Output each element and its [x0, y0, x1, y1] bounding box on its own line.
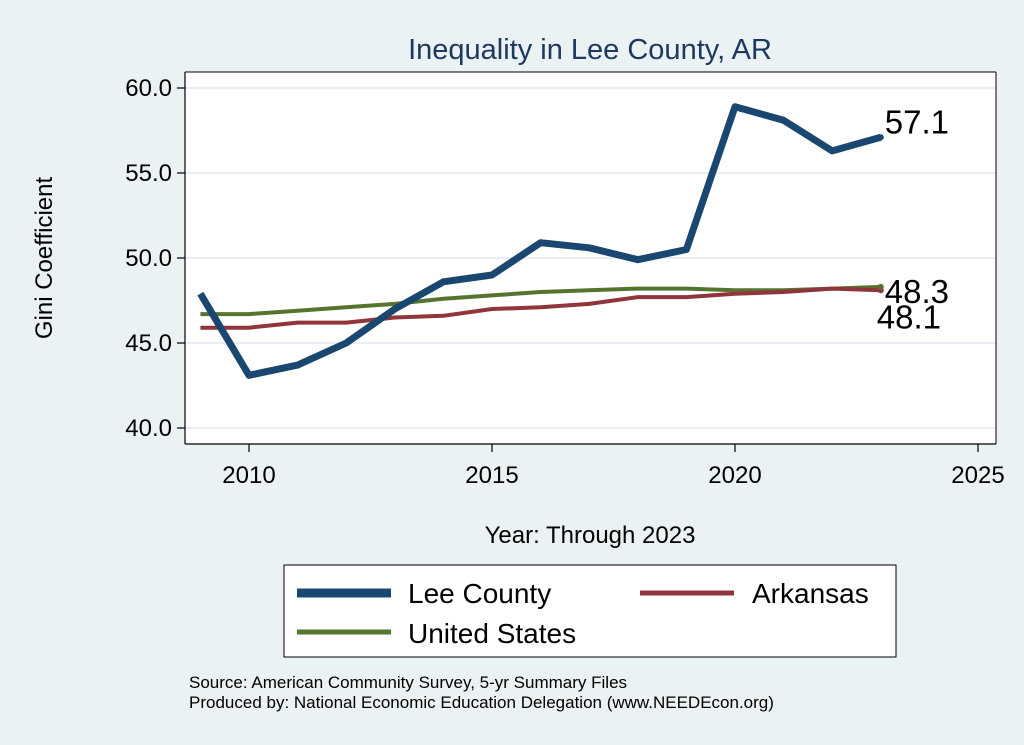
y-tick-label: 60.0	[125, 75, 172, 102]
data-point-lee-county	[877, 134, 884, 141]
end-label-lee-county: 57.1	[885, 103, 949, 140]
x-tick-label: 2010	[222, 462, 275, 489]
end-label-united-states: 48.3	[885, 273, 949, 310]
series-lines	[197, 103, 882, 379]
end-label-arkansas: 48.1	[877, 298, 941, 335]
x-tick-label: 2020	[708, 462, 761, 489]
y-tick-label: 50.0	[125, 245, 172, 272]
x-tick-label: 2025	[951, 462, 1004, 489]
legend-label-lee-county: Lee County	[408, 578, 551, 609]
producer-note: Produced by: National Economic Education…	[189, 693, 774, 712]
x-axis-label: Year: Through 2023	[485, 522, 696, 549]
legend-label-arkansas: Arkansas	[752, 578, 869, 609]
gridlines	[185, 87, 996, 429]
series-line-united-states	[200, 284, 881, 317]
series-line-arkansas	[200, 286, 881, 330]
y-tick-label: 40.0	[125, 415, 172, 442]
y-ticks: 40.0 45.0 50.0 55.0 60.0	[125, 75, 185, 442]
x-ticks: 2010 2015 2020 2025	[222, 444, 1005, 489]
data-point-united-states	[877, 283, 884, 290]
y-axis-label: Gini Coefficient	[31, 177, 58, 340]
series-points	[877, 134, 884, 294]
source-note: Source: American Community Survey, 5-yr …	[189, 673, 627, 692]
chart-title: Inequality in Lee County, AR	[408, 34, 772, 66]
legend-box	[283, 564, 897, 658]
y-tick-label: 45.0	[125, 330, 172, 357]
x-tick-label: 2015	[465, 462, 518, 489]
legend-label-united-states: United States	[408, 618, 576, 649]
legend: Lee County Arkansas United States	[283, 564, 897, 658]
series-line-lee-county	[197, 103, 882, 379]
y-tick-label: 55.0	[125, 160, 172, 187]
